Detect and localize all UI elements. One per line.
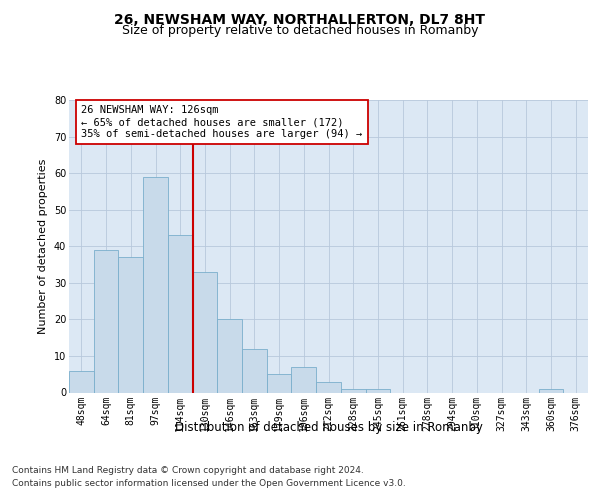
Text: Contains public sector information licensed under the Open Government Licence v3: Contains public sector information licen… bbox=[12, 479, 406, 488]
Bar bbox=[168, 236, 193, 392]
Bar bbox=[69, 370, 94, 392]
Text: 26, NEWSHAM WAY, NORTHALLERTON, DL7 8HT: 26, NEWSHAM WAY, NORTHALLERTON, DL7 8HT bbox=[115, 12, 485, 26]
Text: 26 NEWSHAM WAY: 126sqm
← 65% of detached houses are smaller (172)
35% of semi-de: 26 NEWSHAM WAY: 126sqm ← 65% of detached… bbox=[82, 106, 362, 138]
Bar bbox=[341, 389, 365, 392]
Bar bbox=[193, 272, 217, 392]
Bar bbox=[539, 389, 563, 392]
Text: Size of property relative to detached houses in Romanby: Size of property relative to detached ho… bbox=[122, 24, 478, 37]
Bar bbox=[365, 389, 390, 392]
Text: Contains HM Land Registry data © Crown copyright and database right 2024.: Contains HM Land Registry data © Crown c… bbox=[12, 466, 364, 475]
Bar bbox=[94, 250, 118, 392]
Bar bbox=[242, 348, 267, 393]
Bar bbox=[316, 382, 341, 392]
Bar bbox=[292, 367, 316, 392]
Bar bbox=[118, 257, 143, 392]
Bar bbox=[143, 177, 168, 392]
Bar bbox=[267, 374, 292, 392]
Bar bbox=[217, 320, 242, 392]
Y-axis label: Number of detached properties: Number of detached properties bbox=[38, 158, 48, 334]
Text: Distribution of detached houses by size in Romanby: Distribution of detached houses by size … bbox=[175, 421, 483, 434]
